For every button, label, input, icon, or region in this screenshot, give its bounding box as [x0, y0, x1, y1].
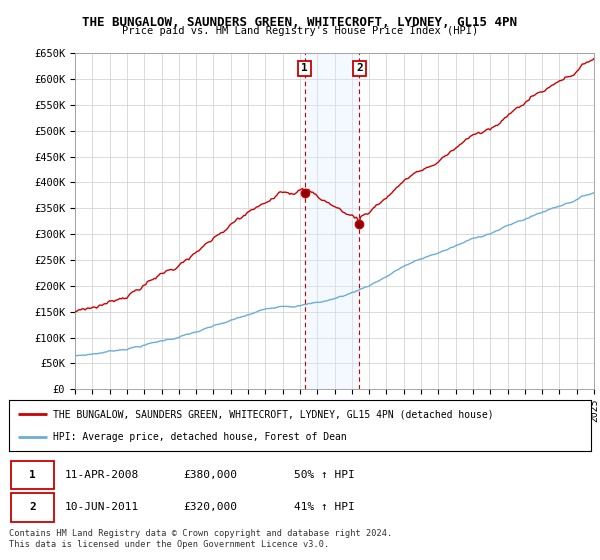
Text: 1: 1	[301, 63, 308, 73]
Text: Contains HM Land Registry data © Crown copyright and database right 2024.
This d: Contains HM Land Registry data © Crown c…	[9, 529, 392, 549]
Text: 10-JUN-2011: 10-JUN-2011	[64, 502, 139, 512]
Text: 1: 1	[29, 470, 35, 480]
Text: £320,000: £320,000	[184, 502, 238, 512]
Text: Price paid vs. HM Land Registry's House Price Index (HPI): Price paid vs. HM Land Registry's House …	[122, 26, 478, 36]
Text: £380,000: £380,000	[184, 470, 238, 480]
Text: THE BUNGALOW, SAUNDERS GREEN, WHITECROFT, LYDNEY, GL15 4PN (detached house): THE BUNGALOW, SAUNDERS GREEN, WHITECROFT…	[53, 409, 493, 419]
Text: THE BUNGALOW, SAUNDERS GREEN, WHITECROFT, LYDNEY, GL15 4PN: THE BUNGALOW, SAUNDERS GREEN, WHITECROFT…	[83, 16, 517, 29]
Text: 41% ↑ HPI: 41% ↑ HPI	[294, 502, 355, 512]
Text: 50% ↑ HPI: 50% ↑ HPI	[294, 470, 355, 480]
Text: HPI: Average price, detached house, Forest of Dean: HPI: Average price, detached house, Fore…	[53, 432, 346, 442]
Text: 11-APR-2008: 11-APR-2008	[64, 470, 139, 480]
FancyBboxPatch shape	[11, 461, 55, 489]
FancyBboxPatch shape	[11, 493, 55, 521]
Text: 2: 2	[29, 502, 35, 512]
Bar	[305, 53, 359, 389]
Text: 2: 2	[356, 63, 363, 73]
